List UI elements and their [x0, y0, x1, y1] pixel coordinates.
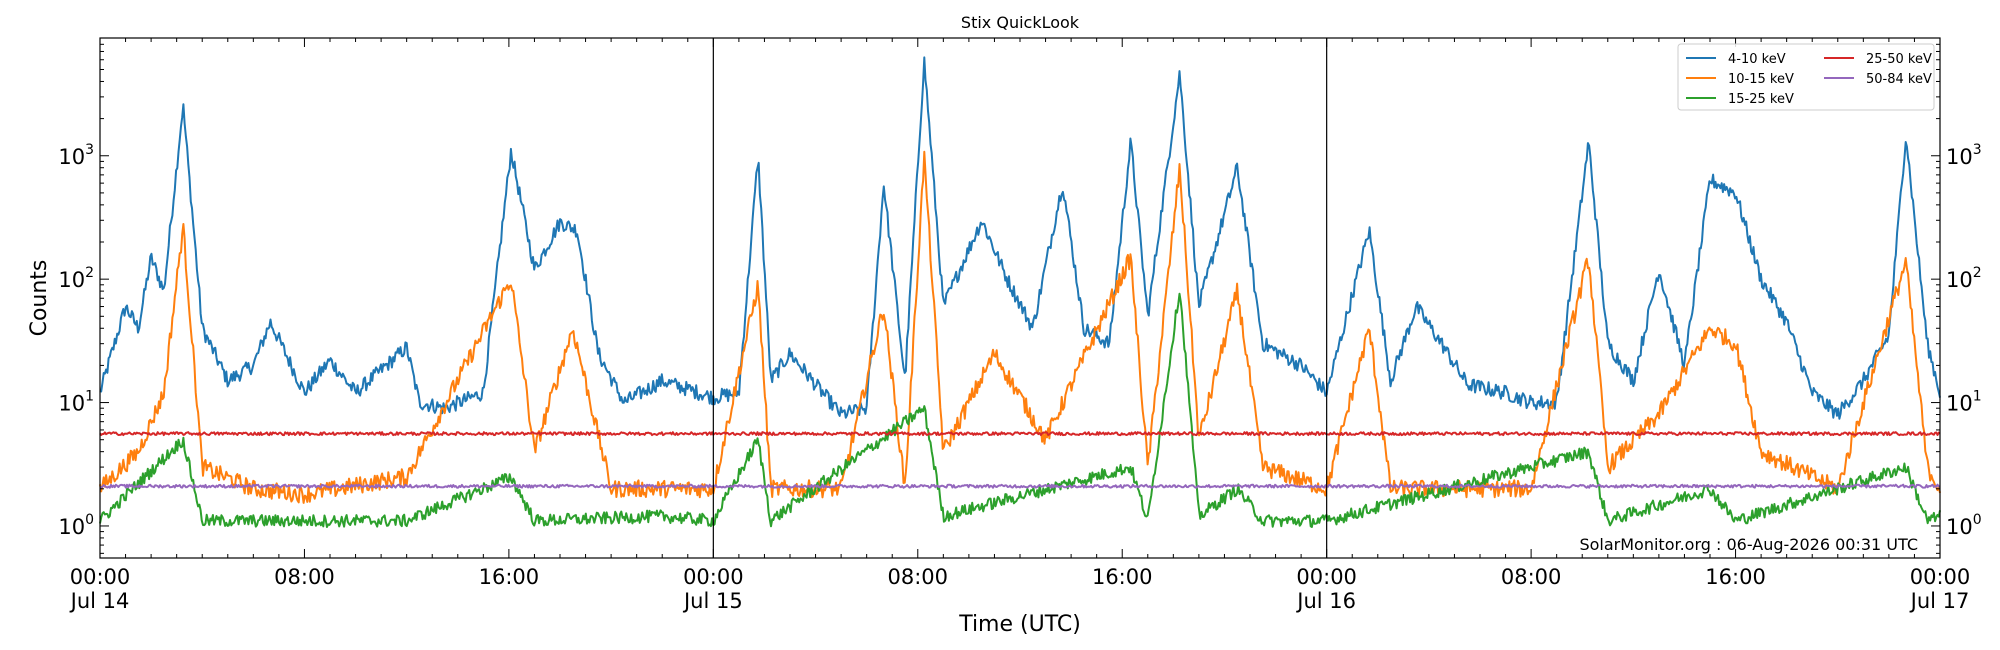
y-tick-label: 103 [58, 142, 94, 169]
x-axis-label: Time (UTC) [958, 612, 1081, 637]
legend-label: 10-15 keV [1728, 72, 1794, 87]
legend-items: 4-10 keV 10-15 keV 15-25 keV 25-50 keV 50-84… [1686, 52, 1932, 107]
y-tick-label: 102 [58, 265, 94, 292]
chart-title: Stix QuickLook [961, 13, 1080, 32]
x-tick-label: 08:00 [1501, 565, 1562, 589]
series-line-4-10-kev [99, 56, 1941, 420]
y-tick-label-right: 102 [1946, 265, 1982, 292]
series-line-50-84-kev [99, 483, 1941, 489]
x-tick-label: 16:00 [1705, 565, 1766, 589]
x-tick-label: 00:00 [683, 565, 744, 589]
y-axis-label: Counts [27, 260, 52, 337]
x-tick-label: 08:00 [888, 565, 949, 589]
legend-box [1677, 43, 1935, 111]
annotation-watermark: SolarMonitor.org : 06-Aug-2026 00:31 UTC [1579, 535, 1918, 554]
x-tick-date-label: Jul 17 [1909, 589, 1970, 613]
x-tick-label: 00:00 [70, 565, 131, 589]
x-tick-label: 08:00 [274, 565, 335, 589]
day-boundary-layer [712, 38, 1328, 558]
series-line-10-15-kev [99, 150, 1941, 504]
x-tick-date-label: Jul 15 [682, 589, 743, 613]
series-line-25-50-kev [99, 431, 1941, 437]
y-tick-label-right: 101 [1946, 389, 1982, 416]
x-tick-label: 16:00 [479, 565, 540, 589]
y-tick-label: 101 [58, 389, 94, 416]
x-tick-label: 00:00 [1296, 565, 1357, 589]
y-tick-label-right: 103 [1946, 142, 1982, 169]
series-layer [99, 56, 1941, 528]
y-tick-label: 100 [58, 512, 94, 539]
x-tick-date-label: Jul 16 [1295, 589, 1356, 613]
y-axis-ticks: 100 100 101 101 102 102 103 103 [58, 37, 1982, 554]
x-tick-date-label: Jul 14 [69, 589, 130, 613]
legend-label: 50-84 keV [1866, 72, 1932, 87]
legend-label: 25-50 keV [1866, 52, 1932, 67]
x-tick-label: 16:00 [1092, 565, 1153, 589]
x-tick-label: 00:00 [1910, 565, 1971, 589]
legend-label: 4-10 keV [1728, 52, 1786, 67]
legend-label: 15-25 keV [1728, 92, 1794, 107]
legend: 4-10 keV 10-15 keV 15-25 keV 25-50 keV 50-84… [1677, 43, 1935, 111]
y-tick-label-right: 100 [1946, 512, 1982, 539]
series-line-15-25-kev [99, 292, 1941, 528]
